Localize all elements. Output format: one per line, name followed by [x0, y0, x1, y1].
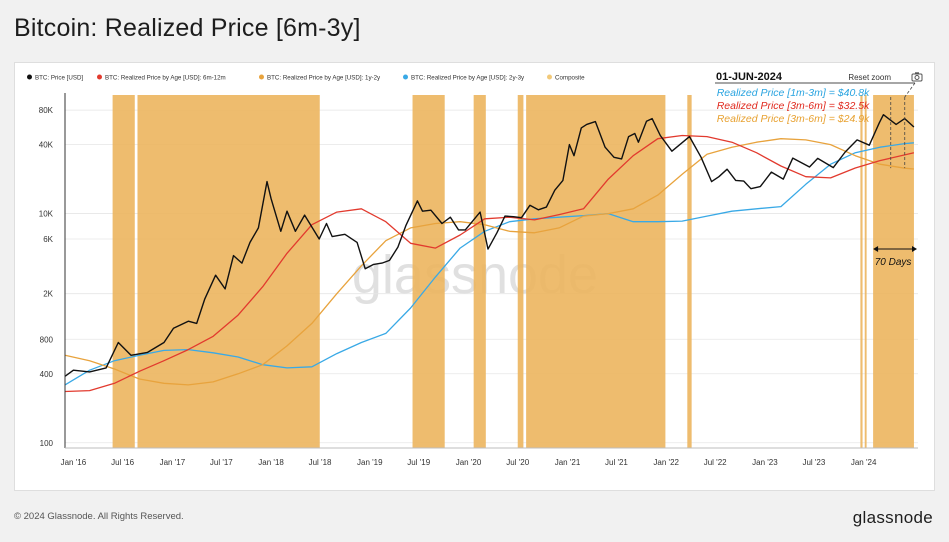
- brand-logo: glassnode: [852, 508, 933, 527]
- x-tick-label: Jul '19: [407, 458, 430, 467]
- x-tick-label: Jul '20: [506, 458, 529, 467]
- composite-period: [137, 95, 320, 448]
- composite-period: [517, 95, 524, 448]
- y-tick-label: 10K: [39, 210, 54, 219]
- x-tick-label: Jul '21: [605, 458, 628, 467]
- legend-label: BTC: Realized Price by Age [USD]: 6m-12m: [105, 75, 226, 82]
- x-axis: Jan '16 Jul '16 Jan '17 Jul '17 Jan '18 Jul '…: [61, 458, 877, 467]
- annotation-rp-3m-6m-a: Realized Price [3m-6m] = $32.5k: [717, 100, 870, 112]
- legend: BTC: Price [USD] BTC: Realized Price by A…: [27, 74, 585, 82]
- composite-period: [526, 95, 666, 448]
- x-tick-label: Jan '18: [258, 458, 284, 467]
- legend-marker: [27, 74, 32, 80]
- legend-marker: [97, 74, 102, 80]
- x-tick-label: Jan '21: [555, 458, 581, 467]
- page-title: Bitcoin: Realized Price [6m-3y]: [14, 14, 361, 42]
- x-tick-label: Jan '23: [752, 458, 778, 467]
- series-line-price: [64, 114, 915, 377]
- x-tick-label: Jan '19: [357, 458, 383, 467]
- legend-marker: [259, 74, 264, 80]
- legend-marker: [547, 74, 552, 80]
- annotation-rp-3m-6m-b: Realized Price [3m-6m] = $24.9k: [717, 113, 870, 125]
- series-line-rp-1y-2y: [64, 138, 914, 386]
- composite-period: [864, 95, 867, 448]
- series-line-rp-2y-3y: [64, 142, 914, 386]
- duration-arrow-right-icon: [912, 246, 917, 252]
- composite-fill-layer: [112, 95, 914, 448]
- composite-period: [112, 95, 135, 448]
- x-tick-label: Jan '24: [851, 458, 877, 467]
- x-tick-label: Jan '17: [160, 458, 186, 467]
- x-tick-label: Jul '16: [111, 458, 134, 467]
- y-tick-label: 2K: [43, 290, 53, 299]
- annotation-leaders: [890, 82, 916, 169]
- annotation-rp-1m-3m: Realized Price [1m-3m] = $40.8k: [717, 87, 870, 99]
- copyright: © 2024 Glassnode. All Rights Reserved.: [14, 511, 184, 522]
- legend-label: BTC: Realized Price by Age [USD]: 1y-2y: [267, 75, 381, 82]
- y-tick-label: 40K: [39, 141, 54, 150]
- composite-period: [860, 95, 863, 448]
- composite-period: [687, 95, 692, 448]
- x-tick-label: Jul '23: [802, 458, 825, 467]
- y-axis: 80K 40K 10K 6K 2K 800 400 100: [39, 93, 918, 449]
- camera-icon[interactable]: [911, 72, 923, 82]
- x-tick-label: Jul '17: [210, 458, 233, 467]
- legend-label: BTC: Realized Price by Age [USD]: 2y-3y: [411, 75, 525, 82]
- y-tick-label: 80K: [39, 106, 54, 115]
- reset-zoom-button[interactable]: Reset zoom: [848, 73, 891, 82]
- duration-annotation: 70 Days: [873, 246, 917, 268]
- y-tick-label: 6K: [43, 235, 53, 244]
- x-tick-label: Jul '22: [704, 458, 727, 467]
- series-line-rp-6m-12m: [64, 134, 915, 393]
- legend-label: BTC: Price [USD]: [35, 75, 83, 82]
- x-tick-label: Jan '20: [456, 458, 482, 467]
- y-tick-label: 100: [40, 439, 54, 448]
- annotation-date: 01-JUN-2024: [716, 71, 783, 83]
- legend-marker: [403, 74, 408, 80]
- y-tick-label: 800: [40, 335, 54, 344]
- leader-line: [904, 82, 916, 98]
- x-tick-label: Jan '16: [61, 458, 87, 467]
- legend-label: Composite: [555, 75, 585, 82]
- duration-label: 70 Days: [875, 257, 912, 268]
- series-layer: [64, 114, 915, 393]
- composite-period: [473, 95, 486, 448]
- x-tick-label: Jul '18: [309, 458, 332, 467]
- annotation-box: 01-JUN-2024 Realized Price [1m-3m] = $40…: [715, 71, 915, 125]
- y-tick-label: 400: [40, 370, 54, 379]
- x-tick-label: Jan '22: [653, 458, 679, 467]
- duration-arrow-left-icon: [873, 246, 879, 252]
